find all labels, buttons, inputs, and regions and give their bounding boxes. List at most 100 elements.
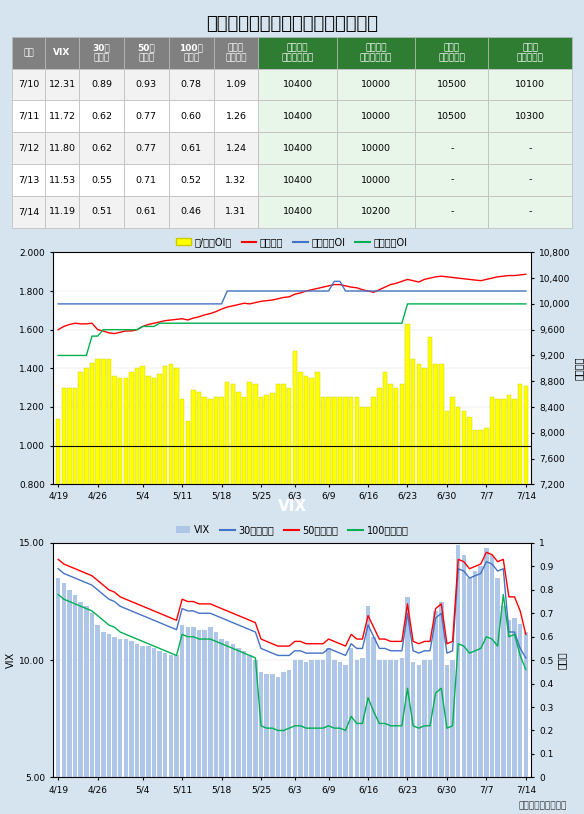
Bar	[343, 397, 348, 639]
Bar	[259, 672, 263, 814]
Legend: VIX, 30日百分位, 50日百分位, 100日百分位: VIX, 30日百分位, 50日百分位, 100日百分位	[172, 521, 412, 539]
Bar	[293, 660, 297, 814]
Bar	[107, 359, 111, 639]
Bar	[259, 397, 263, 639]
Bar	[214, 397, 218, 639]
Bar	[512, 618, 517, 814]
Bar	[169, 365, 173, 639]
Bar	[377, 387, 381, 639]
Bar	[135, 368, 140, 639]
Bar	[298, 660, 303, 814]
Bar	[214, 632, 218, 814]
Bar	[338, 397, 342, 639]
Bar	[473, 430, 477, 639]
Bar	[146, 646, 151, 814]
Bar	[478, 567, 483, 814]
Bar	[315, 372, 319, 639]
Bar	[112, 637, 117, 814]
Bar	[95, 625, 100, 814]
Bar	[208, 628, 213, 814]
Bar	[157, 374, 162, 639]
Bar	[478, 430, 483, 639]
Bar	[354, 397, 359, 639]
Bar	[461, 554, 466, 814]
Bar	[236, 649, 241, 814]
Bar	[197, 630, 201, 814]
Bar	[248, 382, 252, 639]
Bar	[444, 665, 449, 814]
Bar	[287, 387, 291, 639]
Bar	[67, 590, 72, 814]
Bar	[332, 660, 336, 814]
Text: VIX: VIX	[277, 499, 307, 514]
Bar	[416, 365, 421, 639]
Bar	[73, 387, 77, 639]
Bar	[157, 650, 162, 814]
Bar	[304, 376, 308, 639]
Bar	[140, 646, 145, 814]
Bar	[61, 583, 66, 814]
Bar	[107, 634, 111, 814]
Bar	[501, 400, 506, 639]
Bar	[388, 384, 393, 639]
Bar	[118, 378, 123, 639]
Bar	[456, 545, 460, 814]
Bar	[416, 665, 421, 814]
Bar	[174, 368, 179, 639]
Bar	[208, 400, 213, 639]
Bar	[467, 417, 472, 639]
Bar	[231, 384, 235, 639]
Bar	[225, 641, 230, 814]
Bar	[197, 392, 201, 639]
Bar	[163, 366, 168, 639]
Bar	[253, 660, 258, 814]
Bar	[253, 384, 258, 639]
Bar	[371, 637, 376, 814]
Bar	[298, 372, 303, 639]
Bar	[450, 660, 455, 814]
Bar	[163, 653, 168, 814]
Bar	[124, 639, 128, 814]
Bar	[293, 351, 297, 639]
Bar	[439, 365, 444, 639]
Bar	[152, 378, 157, 639]
Bar	[422, 660, 427, 814]
Bar	[518, 384, 523, 639]
Bar	[220, 397, 224, 639]
Bar	[73, 594, 77, 814]
Bar	[354, 660, 359, 814]
Bar	[265, 396, 269, 639]
Text: 選擇權波動率指數與賣買權未平倉比: 選擇權波動率指數與賣買權未平倉比	[206, 15, 378, 33]
Bar	[90, 362, 94, 639]
Bar	[56, 578, 61, 814]
Bar	[411, 359, 415, 639]
Bar	[118, 639, 123, 814]
Bar	[152, 649, 157, 814]
Bar	[399, 384, 404, 639]
Bar	[326, 649, 331, 814]
Bar	[310, 378, 314, 639]
Bar	[484, 548, 489, 814]
Bar	[220, 639, 224, 814]
Bar	[405, 597, 410, 814]
Bar	[129, 641, 134, 814]
Bar	[422, 368, 427, 639]
Bar	[512, 400, 517, 639]
Bar	[84, 606, 89, 814]
Bar	[518, 624, 523, 814]
Bar	[338, 663, 342, 814]
Bar	[321, 660, 325, 814]
Bar	[186, 421, 190, 639]
Bar	[231, 644, 235, 814]
Legend: 賣/買權OI比, 加權指數, 買權最大OI, 賣權最大OI: 賣/買權OI比, 加權指數, 買權最大OI, 賣權最大OI	[172, 234, 412, 251]
Bar	[507, 396, 511, 639]
Bar	[315, 660, 319, 814]
Bar	[388, 660, 393, 814]
Bar	[473, 571, 477, 814]
Bar	[427, 338, 432, 639]
Bar	[399, 658, 404, 814]
Bar	[225, 382, 230, 639]
Bar	[366, 407, 370, 639]
Bar	[180, 400, 185, 639]
Bar	[495, 400, 500, 639]
